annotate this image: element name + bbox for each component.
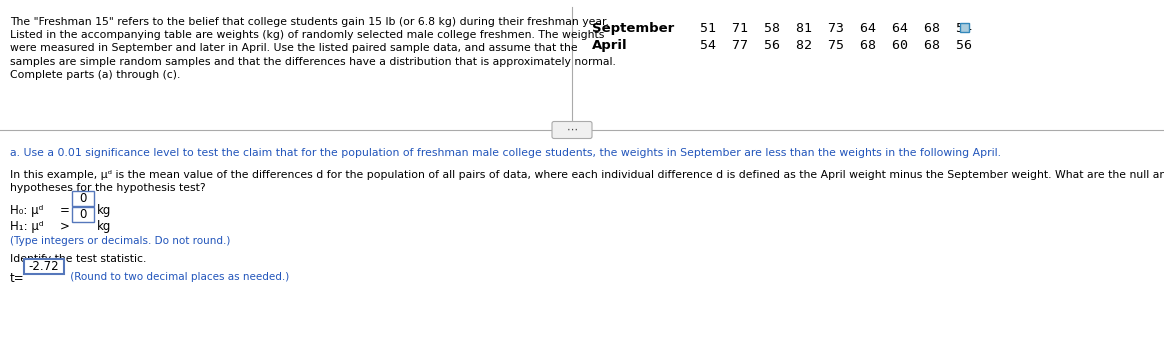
FancyBboxPatch shape — [72, 191, 94, 206]
Text: 0: 0 — [79, 192, 86, 205]
Text: -2.72: -2.72 — [29, 260, 59, 273]
Text: >: > — [61, 220, 70, 233]
Text: (Type integers or decimals. Do not round.): (Type integers or decimals. Do not round… — [10, 236, 230, 246]
FancyBboxPatch shape — [552, 121, 592, 139]
Text: Listed in the accompanying table are weights (kg) of randomly selected male coll: Listed in the accompanying table are wei… — [10, 30, 604, 40]
Text: were measured in September and later in April. Use the listed paired sample data: were measured in September and later in … — [10, 43, 577, 54]
Text: a. Use a 0.01 significance level to test the claim that for the population of fr: a. Use a 0.01 significance level to test… — [10, 148, 1001, 158]
Text: samples are simple random samples and that the differences have a distribution t: samples are simple random samples and th… — [10, 57, 616, 66]
Text: The "Freshman 15" refers to the belief that college students gain 15 lb (or 6.8 : The "Freshman 15" refers to the belief t… — [10, 17, 609, 27]
FancyBboxPatch shape — [24, 259, 64, 274]
Text: H₁: μᵈ: H₁: μᵈ — [10, 220, 43, 233]
Text: (Round to two decimal places as needed.): (Round to two decimal places as needed.) — [68, 272, 289, 282]
Text: =: = — [61, 204, 70, 217]
FancyBboxPatch shape — [72, 207, 94, 222]
Text: September: September — [592, 22, 674, 35]
Text: In this example, μᵈ is the mean value of the differences d for the population of: In this example, μᵈ is the mean value of… — [10, 170, 1164, 180]
Text: 54  77  56  82  75  68  60  68  56: 54 77 56 82 75 68 60 68 56 — [700, 39, 972, 52]
Text: 0: 0 — [79, 208, 86, 221]
Text: hypotheses for the hypothesis test?: hypotheses for the hypothesis test? — [10, 183, 206, 193]
Text: ⋯: ⋯ — [567, 125, 577, 135]
Text: t=: t= — [10, 272, 24, 285]
Text: Identify the test statistic.: Identify the test statistic. — [10, 254, 147, 264]
Text: 51  71  58  81  73  64  64  68  54: 51 71 58 81 73 64 64 68 54 — [700, 22, 972, 35]
FancyBboxPatch shape — [960, 23, 968, 32]
Text: April: April — [592, 39, 627, 52]
Text: Complete parts (a) through (c).: Complete parts (a) through (c). — [10, 70, 180, 80]
Text: H₀: μᵈ: H₀: μᵈ — [10, 204, 43, 217]
Text: kg: kg — [97, 220, 112, 233]
Text: kg: kg — [97, 204, 112, 217]
